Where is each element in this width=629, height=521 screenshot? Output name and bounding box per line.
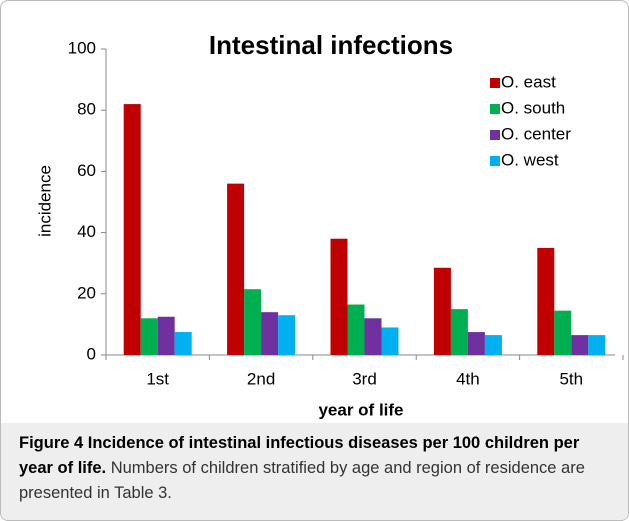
legend-swatch — [490, 78, 500, 88]
caption: Figure 4 Incidence of intestinal infecti… — [1, 423, 628, 520]
x-tick-label: 2nd — [247, 369, 275, 388]
legend-swatch — [490, 130, 500, 140]
bar — [227, 183, 245, 355]
caption-label: Figure 4 Incidence of intestinal infecti… — [19, 434, 580, 477]
legend-label: O. west — [501, 150, 559, 169]
bar — [278, 315, 296, 355]
y-tick-label: 0 — [87, 344, 96, 363]
bar — [433, 267, 451, 355]
bar — [450, 309, 468, 355]
bar — [381, 327, 399, 355]
bar — [588, 335, 606, 355]
x-tick-label: 1st — [146, 369, 169, 388]
caption-text: Numbers of children stratified by age an… — [19, 459, 585, 502]
y-tick-label: 60 — [77, 161, 96, 180]
bar — [554, 310, 572, 355]
bar — [330, 238, 348, 355]
chart: Intestinal infections year of life incid… — [35, 30, 624, 419]
bar — [174, 332, 192, 355]
bar — [537, 247, 555, 355]
bar — [123, 104, 141, 355]
legend-swatch — [490, 156, 500, 166]
bar — [571, 335, 589, 355]
legend-swatch — [490, 104, 500, 114]
legend-label: O. south — [501, 98, 565, 117]
x-tick-label: 4th — [456, 369, 480, 388]
x-tick-label: 5th — [559, 369, 583, 388]
bar — [140, 318, 158, 355]
y-tick-label: 20 — [77, 283, 96, 302]
bar — [364, 318, 382, 355]
y-tick-label: 100 — [68, 38, 96, 57]
bar — [244, 289, 262, 355]
x-tick-label: 3rd — [352, 369, 377, 388]
legend-label: O. center — [501, 124, 571, 143]
bar — [347, 304, 365, 355]
bar — [467, 332, 485, 355]
bar — [484, 335, 502, 355]
x-axis-label: year of life — [318, 400, 403, 419]
legend-label: O. east — [501, 72, 556, 91]
chart-title: Intestinal infections — [209, 30, 453, 60]
y-axis-label: incidence — [35, 165, 54, 237]
y-tick-label: 40 — [77, 222, 96, 241]
bar — [261, 312, 279, 355]
y-tick-label: 80 — [77, 100, 96, 119]
bar — [157, 316, 175, 355]
